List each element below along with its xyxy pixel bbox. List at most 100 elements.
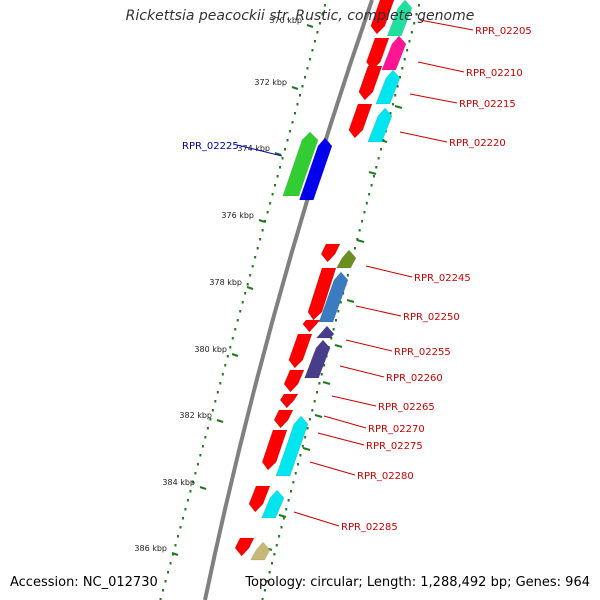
right-ring-dot bbox=[370, 184, 373, 187]
right-ring-dot bbox=[299, 454, 302, 457]
left-ring-dot bbox=[184, 508, 187, 511]
cds-reverse[interactable] bbox=[261, 489, 285, 519]
cds-forward[interactable] bbox=[273, 409, 294, 429]
right-ring-dot bbox=[408, 40, 411, 43]
gene-label-rpr_02245[interactable]: RPR_02245 bbox=[414, 273, 471, 284]
cds-reverse[interactable] bbox=[375, 69, 401, 105]
label-leader-lines bbox=[236, 19, 474, 527]
cds-selected-gene[interactable] bbox=[282, 131, 319, 197]
cds-reverse[interactable] bbox=[318, 271, 349, 323]
left-ring-dot bbox=[244, 292, 247, 295]
right-ring-dot bbox=[398, 76, 401, 79]
cds-forward[interactable] bbox=[288, 333, 313, 369]
right-ring-dot bbox=[266, 580, 269, 583]
cds-reverse[interactable] bbox=[367, 107, 393, 143]
gene-label-rpr_02265[interactable]: RPR_02265 bbox=[378, 402, 435, 413]
left-ring-dot bbox=[254, 256, 257, 259]
cds-forward[interactable] bbox=[261, 429, 288, 471]
gene-label-rpr_02260[interactable]: RPR_02260 bbox=[386, 373, 443, 384]
right-ring-dot bbox=[375, 166, 378, 169]
cds-reverse[interactable] bbox=[304, 339, 331, 379]
left-ring-dot bbox=[179, 526, 182, 529]
gene-label-rpr_02275[interactable]: RPR_02275 bbox=[366, 441, 423, 452]
leader-line bbox=[355, 305, 402, 317]
kbp-scale-label: 374 kbp bbox=[237, 144, 270, 153]
cds-reverse[interactable] bbox=[250, 541, 271, 561]
kbp-tick bbox=[291, 86, 299, 90]
gene-label-rpr_02225[interactable]: RPR_02225 bbox=[182, 141, 239, 152]
cds-reverse[interactable] bbox=[336, 249, 357, 269]
gene-label-rpr_02270[interactable]: RPR_02270 bbox=[368, 424, 425, 435]
gene-label-rpr_02205[interactable]: RPR_02205 bbox=[475, 26, 532, 37]
right-ring-dot bbox=[361, 220, 364, 223]
right-ring-dot bbox=[396, 85, 399, 88]
left-ring-dot bbox=[279, 166, 282, 169]
left-ring-dot bbox=[236, 319, 239, 322]
minor-tick bbox=[394, 105, 403, 109]
gene-label-rpr_02215[interactable]: RPR_02215 bbox=[459, 99, 516, 110]
minor-tick bbox=[368, 171, 377, 175]
right-ring-dot bbox=[332, 328, 335, 331]
cds-forward[interactable] bbox=[248, 485, 271, 513]
cds-forward[interactable] bbox=[283, 369, 305, 393]
cds-reverse[interactable] bbox=[315, 325, 335, 339]
right-ring-dot bbox=[285, 508, 288, 511]
left-ring-dot bbox=[224, 364, 227, 367]
left-ring-dot bbox=[274, 184, 277, 187]
cds-reverse[interactable] bbox=[386, 0, 413, 37]
left-ring-dot bbox=[174, 544, 177, 547]
left-ring-dot bbox=[251, 265, 254, 268]
kbp-scale-label: 384 kbp bbox=[162, 478, 195, 487]
left-ring-dot bbox=[211, 409, 214, 412]
right-ring-dot bbox=[339, 301, 342, 304]
minor-tick bbox=[334, 344, 343, 348]
left-ring-dot bbox=[318, 22, 321, 25]
kbp-tick bbox=[274, 152, 282, 156]
right-ring-dot bbox=[316, 391, 319, 394]
minor-tick bbox=[356, 239, 365, 243]
right-ring-dot bbox=[380, 148, 383, 151]
cds-reverse[interactable] bbox=[381, 35, 407, 71]
cds-forward[interactable] bbox=[370, 0, 395, 35]
kbp-scale-label: 370 kbp bbox=[269, 16, 302, 25]
cds-forward[interactable] bbox=[348, 103, 373, 139]
right-ring-dot bbox=[323, 364, 326, 367]
left-ring-dot bbox=[196, 463, 199, 466]
left-ring-dot bbox=[276, 175, 279, 178]
right-ring-dot bbox=[282, 517, 285, 520]
gene-label-rpr_02280[interactable]: RPR_02280 bbox=[357, 471, 414, 482]
right-ring-dot bbox=[271, 562, 274, 565]
right-ring-dot bbox=[377, 157, 380, 160]
left-ring-dot bbox=[259, 238, 262, 241]
right-ring-dot bbox=[275, 544, 278, 547]
right-ring-dot bbox=[330, 337, 333, 340]
cds-forward[interactable] bbox=[307, 267, 337, 321]
leader-line bbox=[236, 144, 283, 157]
cds-forward[interactable] bbox=[279, 393, 299, 409]
right-ring-dot bbox=[318, 382, 321, 385]
cds-forward[interactable] bbox=[320, 243, 341, 263]
gene-label-rpr_02285[interactable]: RPR_02285 bbox=[341, 522, 398, 533]
cds-forward[interactable] bbox=[358, 65, 383, 101]
gene-label-rpr_02250[interactable]: RPR_02250 bbox=[403, 312, 460, 323]
gene-labels[interactable]: RPR_02205 RPR_02210 RPR_02215 RPR_02220 RPR_… bbox=[182, 26, 532, 533]
right-ring-dot bbox=[297, 463, 300, 466]
minor-tick bbox=[314, 414, 323, 418]
left-ring-dot bbox=[186, 499, 189, 502]
right-ring-dot bbox=[394, 94, 397, 97]
gene-features[interactable] bbox=[234, 0, 413, 561]
kbp-scale-label: 386 kbp bbox=[134, 544, 167, 553]
gene-label-rpr_02220[interactable]: RPR_02220 bbox=[449, 138, 506, 149]
gene-label-rpr_02210[interactable]: RPR_02210 bbox=[466, 68, 523, 79]
left-ring-dot bbox=[231, 337, 234, 340]
cds-selected-gene[interactable] bbox=[299, 137, 333, 201]
cds-reverse[interactable] bbox=[275, 415, 309, 477]
right-ring-dot bbox=[413, 22, 416, 25]
cds-forward[interactable] bbox=[234, 537, 255, 557]
left-ring-dot bbox=[291, 121, 294, 124]
gene-label-rpr_02255[interactable]: RPR_02255 bbox=[394, 347, 451, 358]
left-ring-dot bbox=[261, 229, 264, 232]
cds-forward[interactable] bbox=[302, 319, 321, 333]
